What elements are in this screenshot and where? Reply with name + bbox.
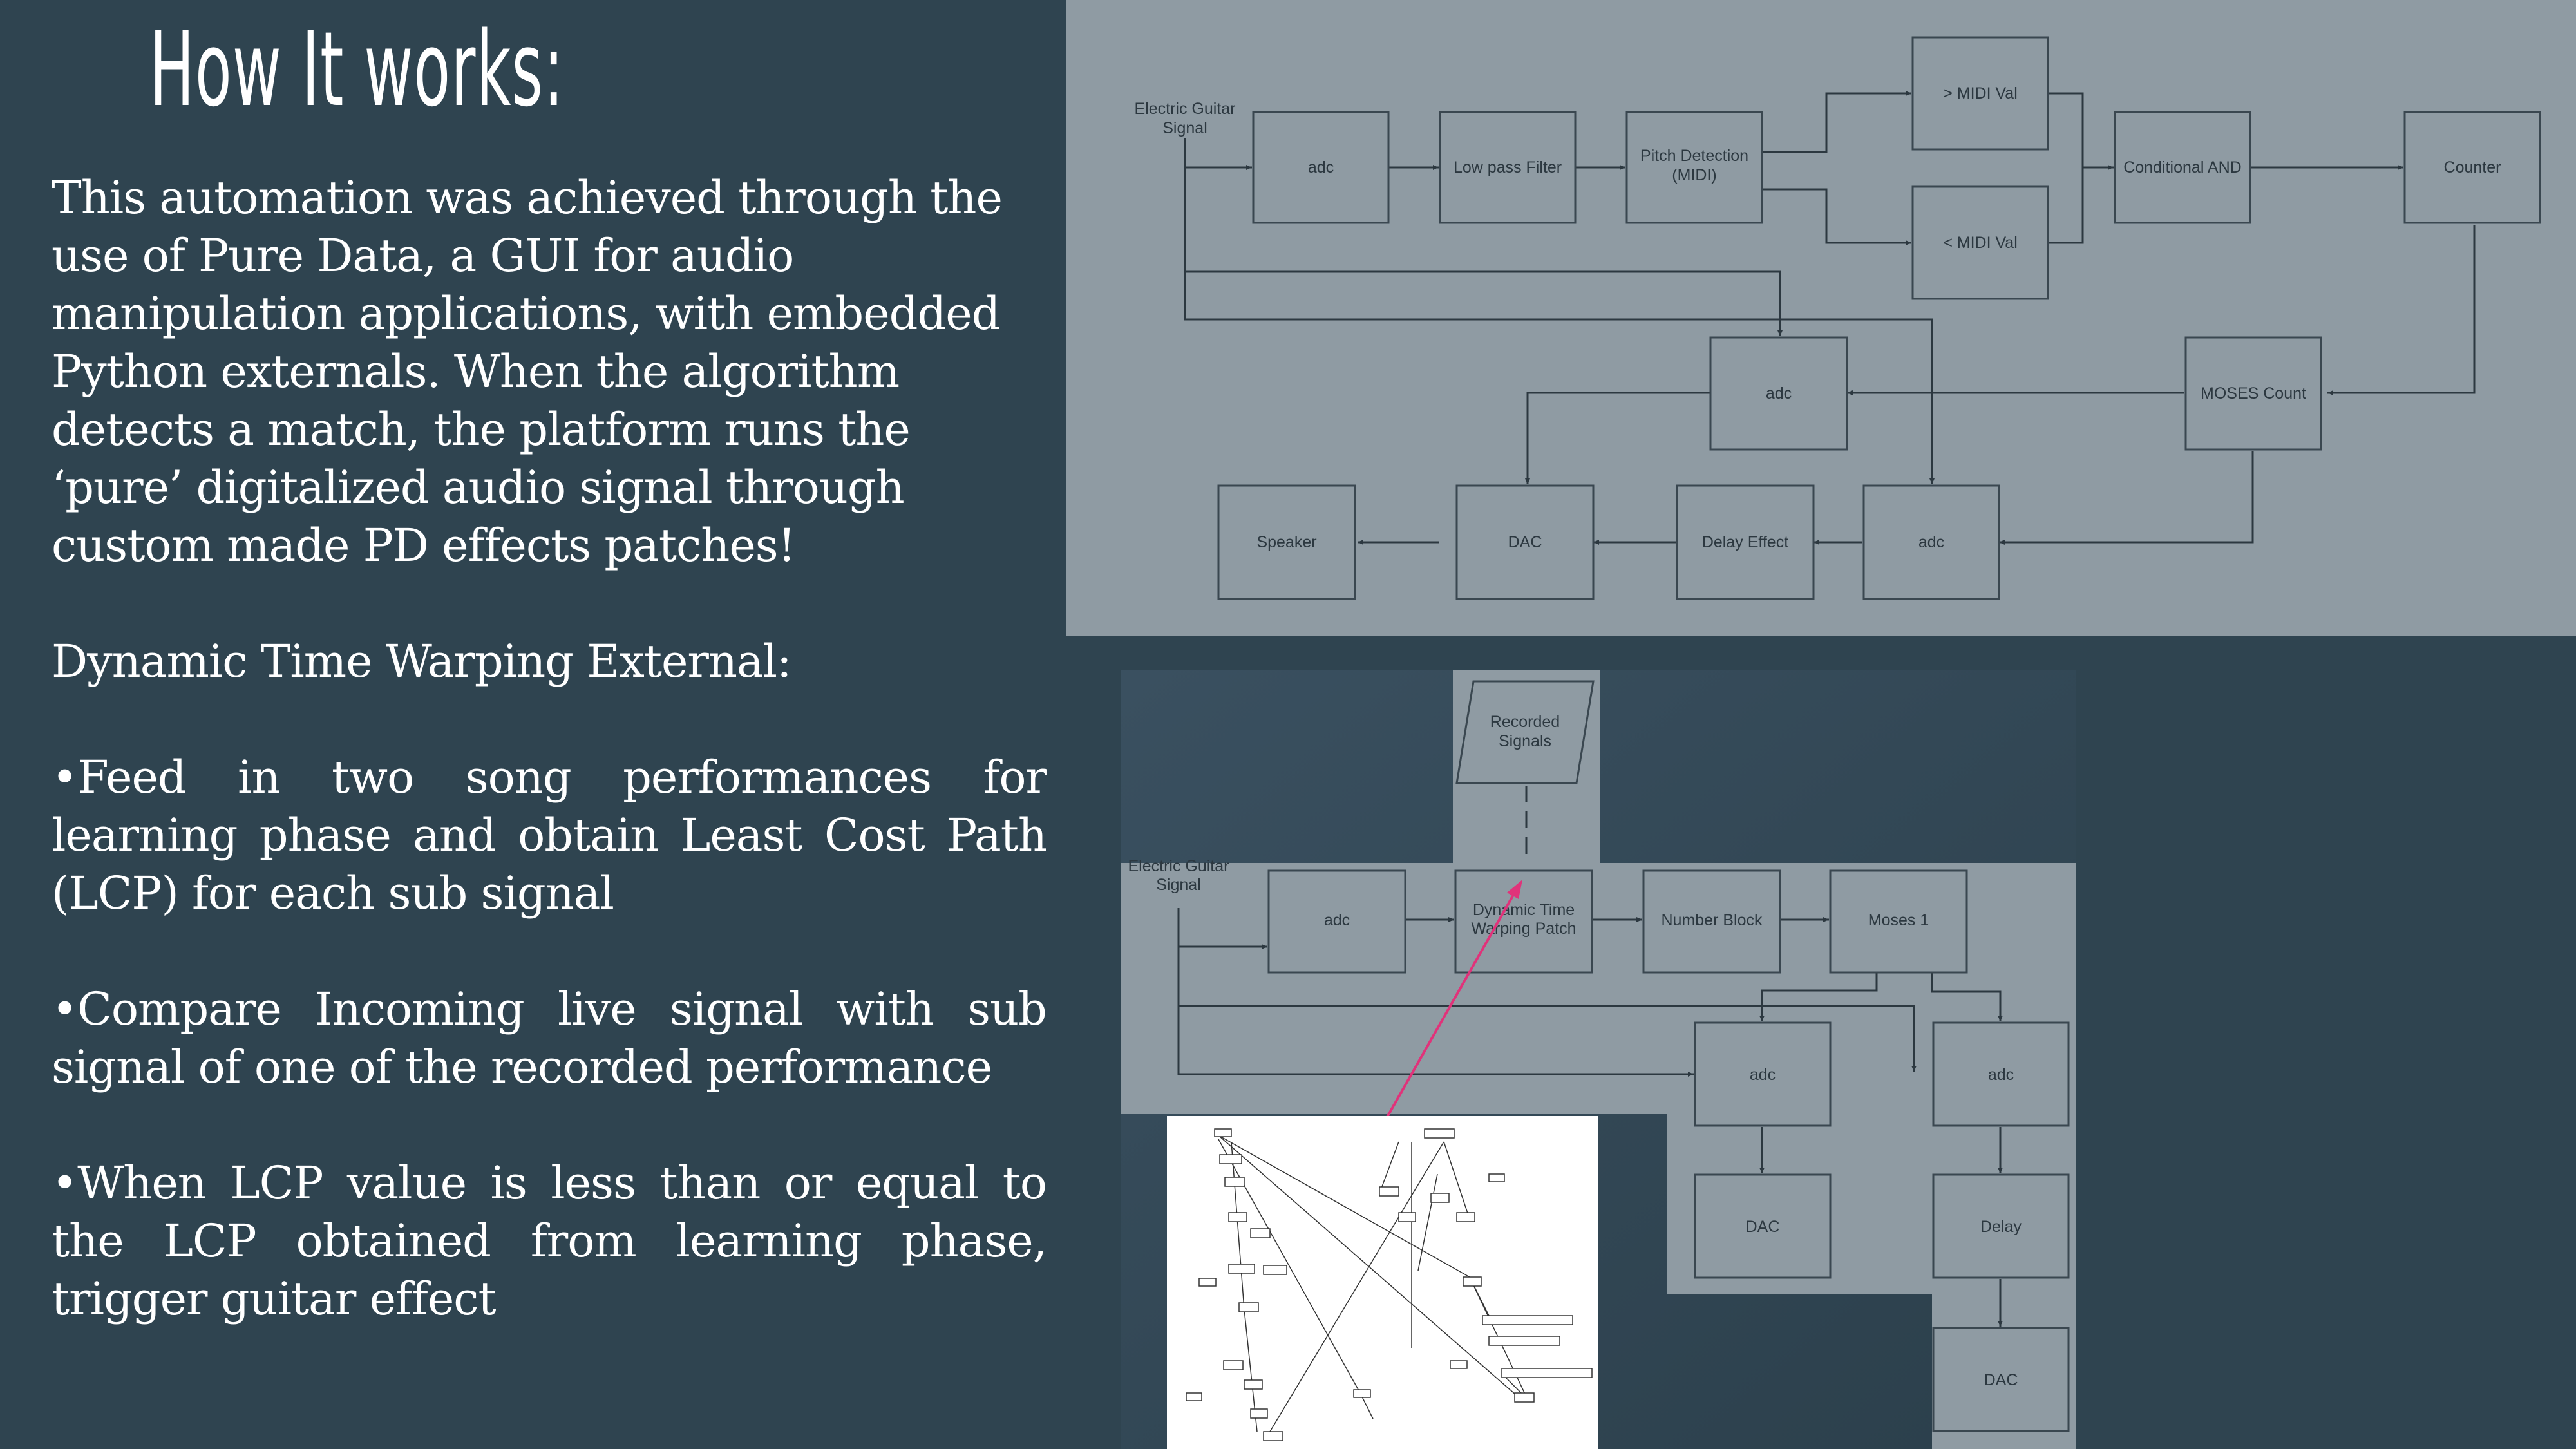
pitch-detection-box [1625,111,1763,224]
node-label: Speaker [1256,533,1316,551]
node-label: adc [1324,911,1350,929]
dtw-flow-diagram: Recorded Signals Electric Guitar Signal … [1121,670,2076,1449]
node-label: Number Block [1662,911,1763,929]
adc-right-box [1932,1021,2070,1127]
node-label: Recorded [1490,713,1560,731]
node-label: < MIDI Val [1943,234,2018,252]
node-label: Dynamic Time [1473,901,1575,919]
recorded-signals-node [1455,680,1595,784]
node-label: Moses 1 [1868,911,1929,929]
signal-flow-diagram: Electric Guitar Signal adc Low pass Filt… [1066,0,2576,636]
delay-effect-box [1676,484,1815,600]
pure-data-patch-screenshot [1167,1116,1598,1449]
node-label: Pitch Detection [1640,147,1748,165]
intro-line: detects a match, the platform runs the [52,403,911,456]
node-label: Low pass Filter [1454,158,1562,176]
conditional-and-box [2114,111,2251,224]
node-label: Signals [1499,732,1551,750]
intro-line: custom made PD effects patches! [52,519,796,572]
moses-box [1829,869,1968,974]
slide-title: How It works: [149,9,565,129]
bullet-trigger: •When LCP value is less than or equal to… [52,1157,1047,1325]
counter-box [2403,111,2541,224]
number-block-box [1642,869,1781,974]
dac-right-box [1932,1327,2070,1432]
node-label: Delay Effect [1702,533,1788,551]
diagram-panel [1121,670,2076,1449]
node-label: MOSES Count [2201,384,2306,402]
adc-box [1267,869,1406,974]
pink-pointer-arrow [1385,880,1522,1120]
node-label: adc [1750,1066,1776,1084]
intro-line: ‘pure’ digitalized audio signal through [52,461,905,514]
midi-greater-box [1911,36,2049,151]
bullet-compare: •Compare Incoming live signal with sub s… [52,983,1047,1094]
node-label: adc [1988,1066,2014,1084]
node-label: Delay [1980,1218,2022,1236]
node-label: adc [1308,158,1334,176]
adc-box [1252,111,1390,224]
adc-mid-box [1709,336,1848,451]
node-label: DAC [1508,533,1542,551]
delay-box [1932,1173,2070,1279]
intro-line: This automation was achieved through the [52,171,1003,224]
intro-line: use of Pure Data, a GUI for audio [52,229,794,282]
midi-less-box [1911,185,2049,300]
intro-line: manipulation applications, with embedded [52,287,1001,340]
node-label: DAC [1746,1218,1780,1236]
node-label: > MIDI Val [1943,84,2018,102]
dac-box [1455,484,1595,600]
dac-left-box [1694,1173,1832,1279]
body-text: This automation was achieved through the… [52,169,1047,1328]
dtw-heading: Dynamic Time Warping External: [52,635,792,688]
intro-line: Python externals. When the algorithm [52,345,900,398]
input-label: Electric Guitar [1135,100,1236,118]
adc-left-box [1694,1021,1832,1127]
node-label: (MIDI) [1672,166,1716,184]
input-label: Signal [1156,876,1201,894]
node-label: adc [1766,384,1792,402]
input-label: Signal [1162,119,1208,137]
adc-bottom-box [1862,484,2000,600]
bullet-feed: •Feed in two song performances for learn… [52,751,1047,920]
speaker-box [1217,484,1356,600]
node-label: adc [1918,533,1944,551]
moses-count-box [2184,336,2322,451]
low-pass-filter-box [1439,111,1577,224]
node-label: Counter [2444,158,2501,176]
node-label: DAC [1984,1371,2018,1389]
input-label: Electric Guitar [1128,857,1229,875]
node-label: Conditional AND [2123,158,2241,176]
node-label: Warping Patch [1471,920,1576,938]
